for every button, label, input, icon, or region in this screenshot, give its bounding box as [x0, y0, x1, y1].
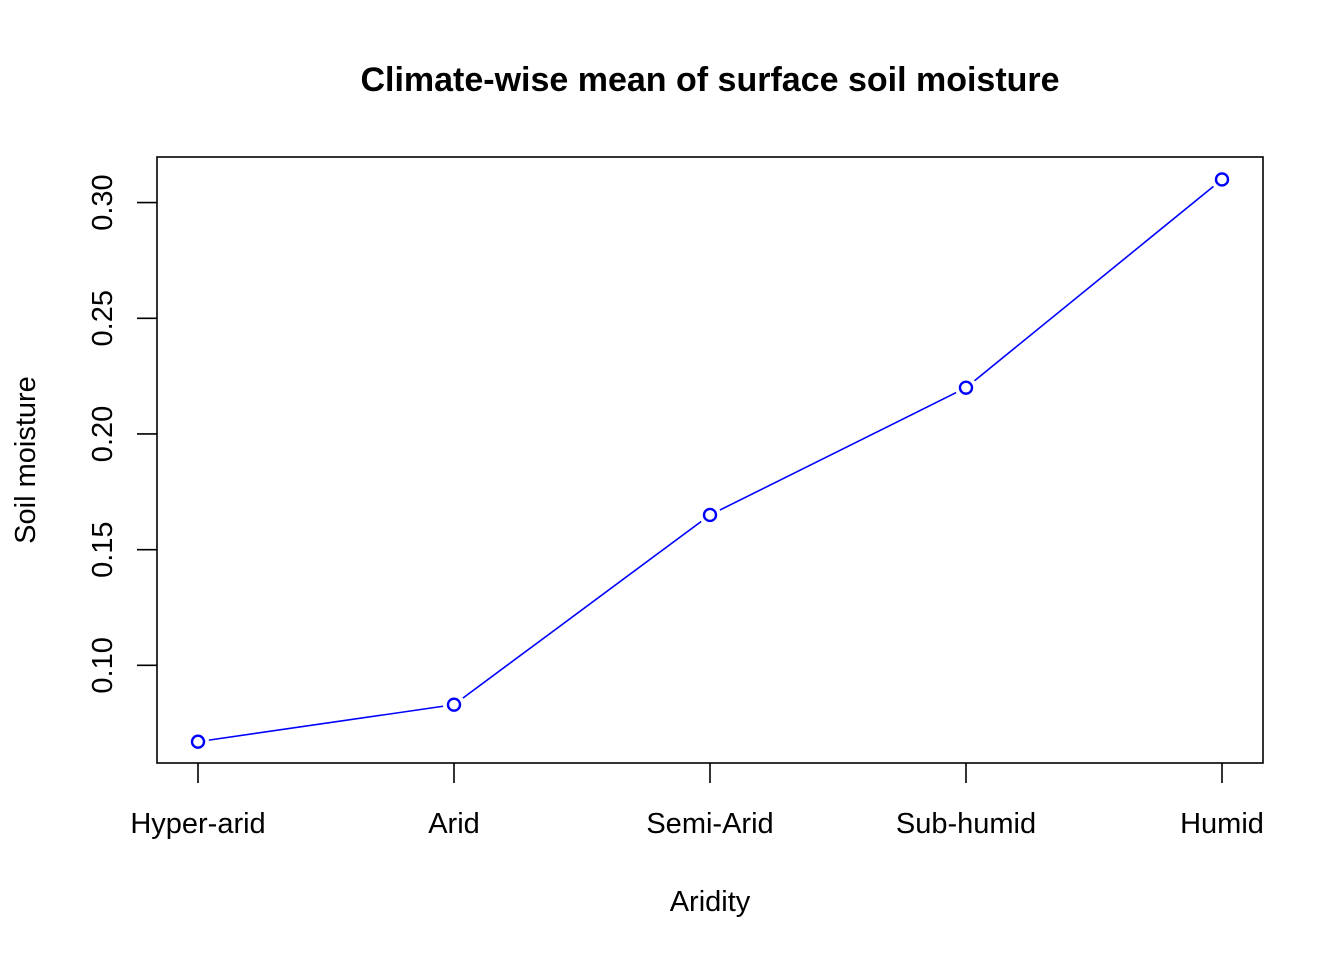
x-tick-label: Semi-Arid	[646, 808, 773, 840]
series-segment	[974, 185, 1214, 382]
data-point	[446, 697, 462, 712]
x-axis: Hyper-arid Arid Semi-Arid Sub-humid Humid	[130, 763, 1264, 840]
x-tick-label: Sub-humid	[896, 808, 1036, 840]
y-tick-label: 0.20	[87, 406, 119, 462]
x-tick-label: Hyper-arid	[130, 808, 265, 840]
data-point	[958, 380, 974, 395]
y-axis-label: Soil moisture	[10, 376, 42, 544]
x-tick-label: Arid	[428, 808, 480, 840]
y-tick-label: 0.30	[87, 174, 119, 230]
chart-title: Climate-wise mean of surface soil moistu…	[360, 61, 1059, 99]
y-axis: 0.10 0.15 0.20 0.25 0.30	[87, 174, 157, 694]
y-tick-label: 0.15	[87, 521, 119, 577]
x-axis-label: Aridity	[670, 886, 751, 918]
y-tick-label: 0.25	[87, 290, 119, 346]
data-point	[702, 507, 718, 523]
data-points	[190, 172, 1230, 749]
plot-frame	[156, 156, 1264, 764]
series-segment	[208, 705, 444, 741]
series-segment	[462, 520, 702, 699]
data-point	[1214, 172, 1230, 187]
series-segment	[719, 391, 957, 511]
y-tick-label: 0.10	[87, 637, 119, 693]
x-tick-label: Humid	[1180, 808, 1264, 840]
data-point	[190, 734, 206, 749]
